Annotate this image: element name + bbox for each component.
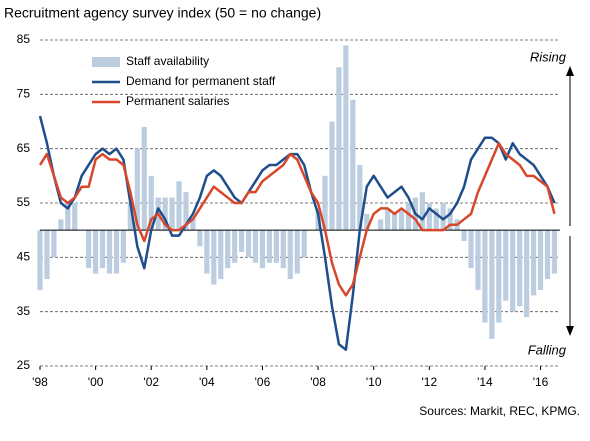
bar [238, 230, 245, 252]
bar [273, 230, 279, 263]
bar [245, 230, 252, 258]
annotation: Falling [528, 342, 567, 357]
y-tick-label: 45 [17, 250, 31, 264]
chart-title: Recruitment agency survey index (50 = no… [4, 5, 321, 21]
bar [503, 230, 509, 301]
bar [440, 203, 446, 231]
y-tick-label: 55 [17, 195, 31, 209]
bar [510, 230, 516, 312]
annotation: Rising [530, 49, 567, 64]
bar [106, 230, 113, 274]
bar [468, 230, 474, 269]
bar [378, 219, 384, 231]
bar [287, 230, 293, 280]
x-tick-label: '98 [32, 375, 48, 389]
line [38, 141, 556, 297]
bar [280, 230, 286, 269]
bar [93, 230, 99, 274]
bar [65, 203, 71, 231]
bar [419, 192, 425, 231]
bar [329, 121, 335, 231]
bar [517, 230, 523, 307]
bar [530, 230, 537, 296]
bar [398, 208, 405, 231]
bar [524, 230, 530, 318]
bar [120, 230, 127, 263]
bar [426, 203, 432, 231]
bar [259, 230, 266, 269]
legend-label: Demand for permanent staff [126, 74, 276, 88]
x-tick-label: '00 [88, 375, 104, 389]
bar [51, 230, 57, 258]
bar [475, 230, 481, 290]
bar [218, 230, 224, 280]
bar [113, 230, 120, 274]
bar [336, 67, 342, 231]
bar [141, 126, 147, 231]
bar [169, 197, 175, 231]
bar [433, 208, 439, 231]
legend-swatch [92, 57, 120, 67]
bar [252, 230, 259, 263]
bar [551, 230, 558, 274]
bar [86, 230, 92, 269]
bar [301, 230, 307, 258]
bar [162, 197, 168, 231]
bar [148, 175, 154, 231]
x-tick-label: '16 [533, 375, 549, 389]
x-tick-label: '14 [477, 375, 493, 389]
bar [322, 175, 328, 231]
bar [127, 203, 133, 231]
y-tick-label: 85 [17, 32, 31, 46]
y-tick-label: 65 [17, 141, 31, 155]
bar [134, 148, 140, 231]
bar [72, 203, 78, 231]
bar [232, 230, 238, 263]
y-tick-label: 25 [17, 358, 31, 372]
bar [37, 230, 43, 290]
bar [44, 230, 50, 280]
x-tick-label: '02 [143, 375, 159, 389]
bar [482, 230, 488, 323]
arrow-head [566, 66, 574, 76]
bar [58, 219, 64, 231]
bar [204, 230, 210, 274]
arrow-head [566, 326, 574, 336]
bar [183, 192, 189, 231]
legend-label: Permanent salaries [126, 94, 229, 108]
x-tick-label: '12 [421, 375, 437, 389]
x-tick-label: '04 [199, 375, 215, 389]
bar [343, 45, 349, 231]
bar [350, 99, 356, 231]
bar [461, 230, 467, 242]
x-tick-label: '06 [255, 375, 271, 389]
source: Sources: Markit, REC, KPMG. [419, 404, 580, 418]
y-tick-label: 75 [17, 87, 31, 101]
bar [544, 230, 551, 280]
bar [197, 230, 203, 247]
bar [537, 230, 544, 290]
bar [211, 230, 217, 285]
x-tick-label: '10 [366, 375, 382, 389]
bar [266, 230, 273, 263]
bar [190, 219, 196, 231]
bar [391, 213, 398, 231]
x-tick-label: '08 [310, 375, 326, 389]
bar [225, 230, 231, 269]
bar [447, 208, 453, 231]
bar [176, 181, 182, 231]
bar [357, 164, 363, 231]
bar [294, 230, 300, 274]
legend-label: Staff availability [126, 54, 209, 68]
bar [99, 230, 106, 269]
bar [496, 230, 502, 323]
bar [364, 213, 370, 231]
bar [384, 208, 391, 231]
y-tick-label: 35 [17, 304, 31, 318]
bar [489, 230, 495, 339]
bar [405, 203, 412, 231]
